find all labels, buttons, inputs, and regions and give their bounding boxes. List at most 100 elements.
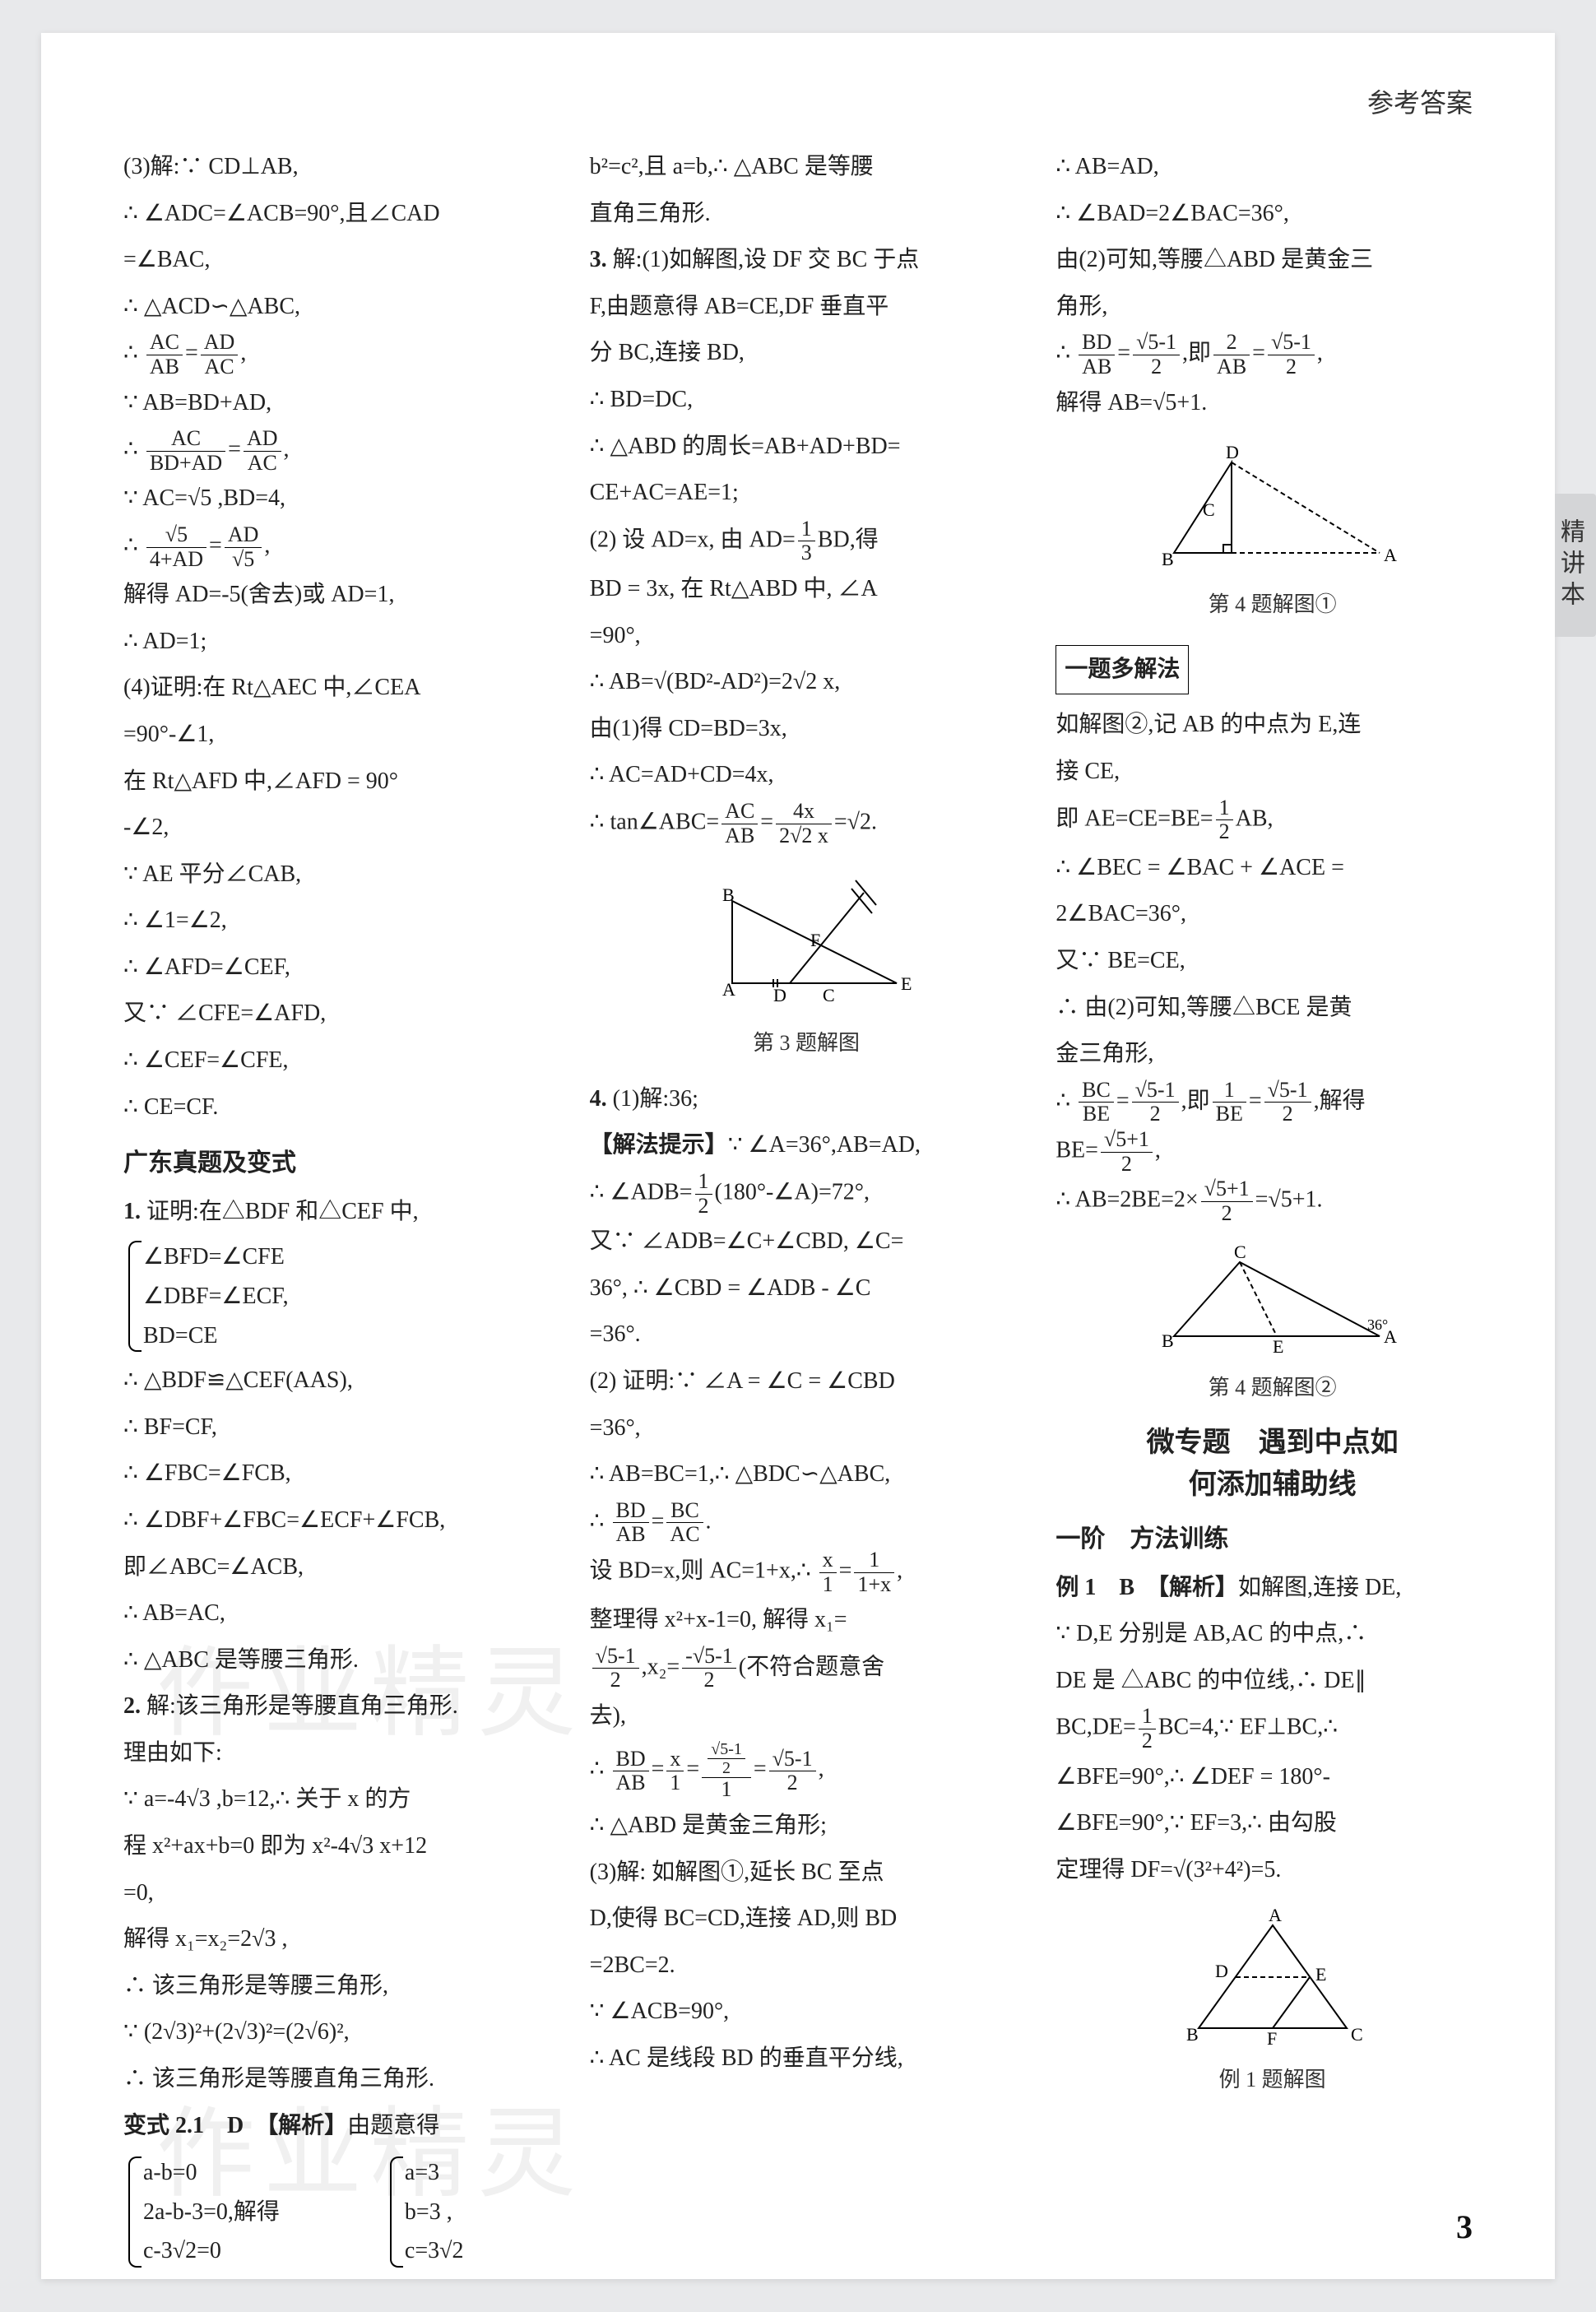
text-line: BD = 3x, 在 Rt△ABD 中, ∠A <box>590 567 1023 612</box>
text-line: b²=c²,且 a=b,∴ △ABC 是等腰 <box>590 145 1023 190</box>
text-line: =90°-∠1, <box>123 713 557 758</box>
text-line: 在 Rt△AFD 中,∠AFD = 90° <box>123 759 557 805</box>
formula-line: ∴ ACBD+AD=ADAC, <box>123 427 557 475</box>
text-line: ∵ AB=BD+AD, <box>123 381 557 426</box>
text-line: ∵ D,E 分别是 AB,AC 的中点,∴ <box>1055 1612 1489 1657</box>
text-line: =0, <box>123 1871 557 1916</box>
text-line: ∴ ∠BAD=2∠BAC=36°, <box>1055 192 1489 237</box>
text-line: ∴ CE=CF. <box>123 1085 557 1130</box>
text-line: 解得 AB=√5+1. <box>1055 381 1489 426</box>
micro-topic-title: 微专题 遇到中点如 何添加辅助线 <box>1055 1422 1489 1506</box>
text-line: ∴ BD=DC, <box>590 378 1023 423</box>
text-line: 如解图②,记 AB 的中点为 E,连 <box>1055 703 1489 748</box>
formula-line: ∴ ACAB=ADAC, <box>123 331 557 378</box>
svg-text:E: E <box>1315 1964 1326 1985</box>
text-line: 整理得 x²+x-1=0, 解得 x₁= <box>590 1598 1023 1643</box>
svg-text:D: D <box>773 985 786 1005</box>
text-line: ∠BFE=90°,∵ EF=3,∴ 由勾股 <box>1055 1801 1489 1846</box>
svg-text:B: B <box>1162 549 1174 569</box>
text-line: =90°, <box>590 614 1023 659</box>
text-line: ∵ AC=√5 ,BD=4, <box>123 476 557 522</box>
svg-text:C: C <box>1234 1242 1246 1262</box>
text-line: ∴ △ABC 是等腰三角形. <box>123 1638 557 1683</box>
diagram-caption: 第 4 题解图① <box>1055 584 1489 626</box>
content-columns: (3)解:∵ CD⊥AB, ∴ ∠ADC=∠ACB=90°,且∠CAD =∠BA… <box>123 145 1489 2218</box>
svg-text:C: C <box>1351 2024 1363 2045</box>
text-line: -∠2, <box>123 805 557 851</box>
svg-text:36°: 36° <box>1367 1316 1388 1333</box>
side-tab: 精讲本 <box>1555 494 1596 637</box>
formula-line: ∴ AB=2BE=2×√5+12=√5+1. <box>1055 1177 1489 1225</box>
text-line: ∴ △BDF≌△CEF(AAS), <box>123 1358 557 1404</box>
diagram-caption: 第 4 题解图② <box>1055 1367 1489 1409</box>
text-line: (3)解:∵ CD⊥AB, <box>123 145 557 190</box>
text-line: ∴ ∠FBC=∠FCB, <box>123 1451 557 1497</box>
text-line: ∴ 该三角形是等腰三角形, <box>123 1964 557 2009</box>
text-line: ∴ △ABD 的周长=AB+AD+BD= <box>590 425 1023 470</box>
svg-text:B: B <box>1162 1330 1174 1351</box>
text-line: ∵ ∠ACB=90°, <box>590 1989 1023 2035</box>
formula-line: ∴ BCBE=√5-12,即1BE=√5-12,解得 <box>1055 1079 1489 1126</box>
formula-line: BE=√5+12, <box>1055 1128 1489 1176</box>
text-line: 接 CE, <box>1055 750 1489 795</box>
text-line: =36°. <box>590 1312 1023 1358</box>
formula-line: 即 AE=CE=BE=12AB, <box>1055 796 1489 844</box>
text-line: ∵ a=-4√3 ,b=12,∴ 关于 x 的方 <box>123 1777 557 1822</box>
text-line: ∴ ∠ADC=∠ACB=90°,且∠CAD <box>123 192 557 237</box>
formula-line: BC,DE=12BC=4,∵ EF⊥BC,∴ <box>1055 1705 1489 1753</box>
section-header: 广东真题及变式 <box>123 1140 557 1188</box>
text-line: 36°, ∴ ∠CBD = ∠ADB - ∠C <box>590 1266 1023 1312</box>
text-line: 直角三角形. <box>590 192 1023 237</box>
text-line: 去), <box>590 1694 1023 1739</box>
svg-text:D: D <box>1215 1961 1228 1981</box>
question-line: 4. (1)解:36; <box>590 1077 1023 1122</box>
formula-line: (2) 设 AD=x, 由 AD=13BD,得 <box>590 518 1023 565</box>
page-header: 参考答案 <box>123 82 1489 120</box>
formula-line: ∴ BDAB=BCAC. <box>590 1499 1023 1547</box>
text-line: D,使得 BC=CD,连接 AD,则 BD <box>590 1896 1023 1942</box>
text-line: (3)解: 如解图①,延长 BC 至点 <box>590 1850 1023 1896</box>
text-line: F,由题意得 AB=CE,DF 垂直平 <box>590 285 1023 330</box>
text-line: ∴ △ACD∽△ABC, <box>123 285 557 330</box>
hint-line: 【解法提示】∵ ∠A=36°,AB=AD, <box>590 1123 1023 1168</box>
text-line: 又∵ BE=CE, <box>1055 939 1489 984</box>
text-line: DE 是 △ABC 的中位线,∴ DE∥ <box>1055 1659 1489 1704</box>
brace-row: a-b=0 2a-b-3=0,解得 c-3√2=0 a=3 b=3 , c=3√… <box>123 2150 557 2274</box>
text-line: ∴ ∠AFD=∠CEF, <box>123 945 557 991</box>
diagram-caption: 例 1 题解图 <box>1055 2059 1489 2101</box>
text-line: =36°, <box>590 1406 1023 1451</box>
text-line: ∵ (2√3)²+(2√3)²=(2√6)², <box>123 2010 557 2055</box>
diagram-q3: B A D C E F 第 3 题解图 <box>590 860 1023 1065</box>
text-line: 金三角形, <box>1055 1032 1489 1077</box>
svg-text:E: E <box>1273 1336 1283 1357</box>
svg-text:A: A <box>1384 545 1397 565</box>
diagram-q4b: B C E A 36° 第 4 题解图② <box>1055 1237 1489 1409</box>
text-line: ∴ AC 是线段 BD 的垂直平分线, <box>590 2036 1023 2082</box>
column-2: b²=c²,且 a=b,∴ △ABC 是等腰 直角三角形. 3. 解:(1)如解… <box>590 145 1023 2218</box>
triangle-diagram-icon: A D E B F C <box>1166 1905 1380 2053</box>
text-line: ∵ AE 平分∠CAB, <box>123 852 557 898</box>
formula-line: ∴ ∠ADB=12(180°-∠A)=72°, <box>590 1170 1023 1218</box>
text-line: ∴ 由(2)可知,等腰△BCE 是黄 <box>1055 986 1489 1031</box>
formula-line: ∴ BDAB=√5-12,即2AB=√5-12, <box>1055 331 1489 378</box>
text-line: ∴ AB=AC, <box>123 1591 557 1637</box>
text-line: ∴ AB=BC=1,∴ △BDC∽△ABC, <box>590 1452 1023 1497</box>
text-line: 程 x²+ax+b=0 即为 x²-4√3 x+12 <box>123 1824 557 1869</box>
text-line: 解得 x₁=x₂=2√3 , <box>123 1917 557 1962</box>
text-line: 2∠BAC=36°, <box>1055 892 1489 937</box>
text-line: ∴ AB=AD, <box>1055 145 1489 190</box>
example-line: 例 1 B 【解析】如解图,连接 DE, <box>1055 1566 1489 1611</box>
svg-text:E: E <box>901 973 912 994</box>
column-3: ∴ AB=AD, ∴ ∠BAD=2∠BAC=36°, 由(2)可知,等腰△ABD… <box>1055 145 1489 2218</box>
page-container: 参考答案 精讲本 (3)解:∵ CD⊥AB, ∴ ∠ADC=∠ACB=90°,且… <box>41 33 1555 2279</box>
triangle-diagram-icon: B D C A <box>1141 438 1404 578</box>
text-line: (2) 证明:∵ ∠A = ∠C = ∠CBD <box>590 1359 1023 1404</box>
brace-group: ∠BFD=∠CFE ∠DBF=∠ECF, BD=CE <box>123 1237 557 1355</box>
text-line: ∴ ∠CEF=∠CFE, <box>123 1038 557 1084</box>
variant-line: 变式 2.1 D 【解析】由题意得 <box>123 2104 557 2149</box>
triangle-diagram-icon: B C E A 36° <box>1141 1237 1404 1361</box>
diagram-caption: 第 3 题解图 <box>590 1023 1023 1065</box>
text-line: 又∵ ∠CFE=∠AFD, <box>123 991 557 1037</box>
text-line: ∴ AB=√(BD²-AD²)=2√2 x, <box>590 660 1023 705</box>
text-line: ∴ ∠BEC = ∠BAC + ∠ACE = <box>1055 846 1489 891</box>
